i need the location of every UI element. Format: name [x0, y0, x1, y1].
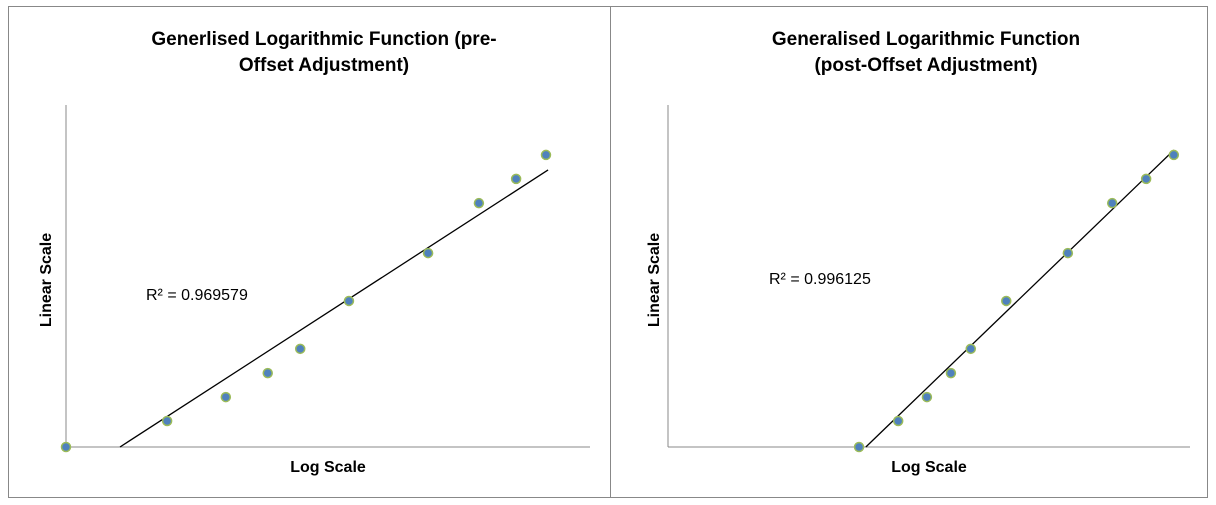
data-point	[945, 367, 957, 379]
panel-border	[8, 6, 611, 498]
data-point	[1001, 295, 1012, 307]
data-point	[892, 415, 904, 427]
data-point	[853, 441, 865, 453]
data-point	[1106, 197, 1118, 209]
data-point	[510, 173, 522, 185]
trendline	[119, 169, 549, 448]
chart-title: Offset Adjustment)	[239, 55, 409, 76]
data-point	[422, 247, 434, 259]
annotation: R² = 0.996125	[769, 271, 871, 288]
data-point	[540, 149, 552, 161]
data-point	[262, 367, 273, 379]
chart-title: Generalised Logarithmic Function	[772, 29, 1080, 50]
data-point	[161, 415, 173, 427]
x-axis-label: Log Scale	[891, 459, 967, 476]
data-point	[1140, 173, 1152, 185]
data-point	[473, 197, 485, 209]
chart-title: Generlised Logarithmic Function (pre-	[151, 29, 496, 50]
data-point	[294, 343, 306, 355]
data-point	[343, 295, 355, 307]
x-axis-label: Log Scale	[290, 459, 366, 476]
data-point	[1062, 247, 1074, 259]
data-point	[60, 441, 72, 453]
y-axis-label: Linear Scale	[646, 233, 663, 327]
y-axis-label: Linear Scale	[38, 233, 55, 327]
data-point	[220, 391, 232, 403]
chart-title: (post-Offset Adjustment)	[814, 55, 1037, 76]
annotation: R² = 0.969579	[146, 287, 248, 304]
panel-border	[610, 6, 1208, 498]
data-point	[965, 343, 977, 355]
trendline	[865, 149, 1175, 448]
data-point	[921, 391, 933, 403]
data-point	[1168, 149, 1180, 161]
